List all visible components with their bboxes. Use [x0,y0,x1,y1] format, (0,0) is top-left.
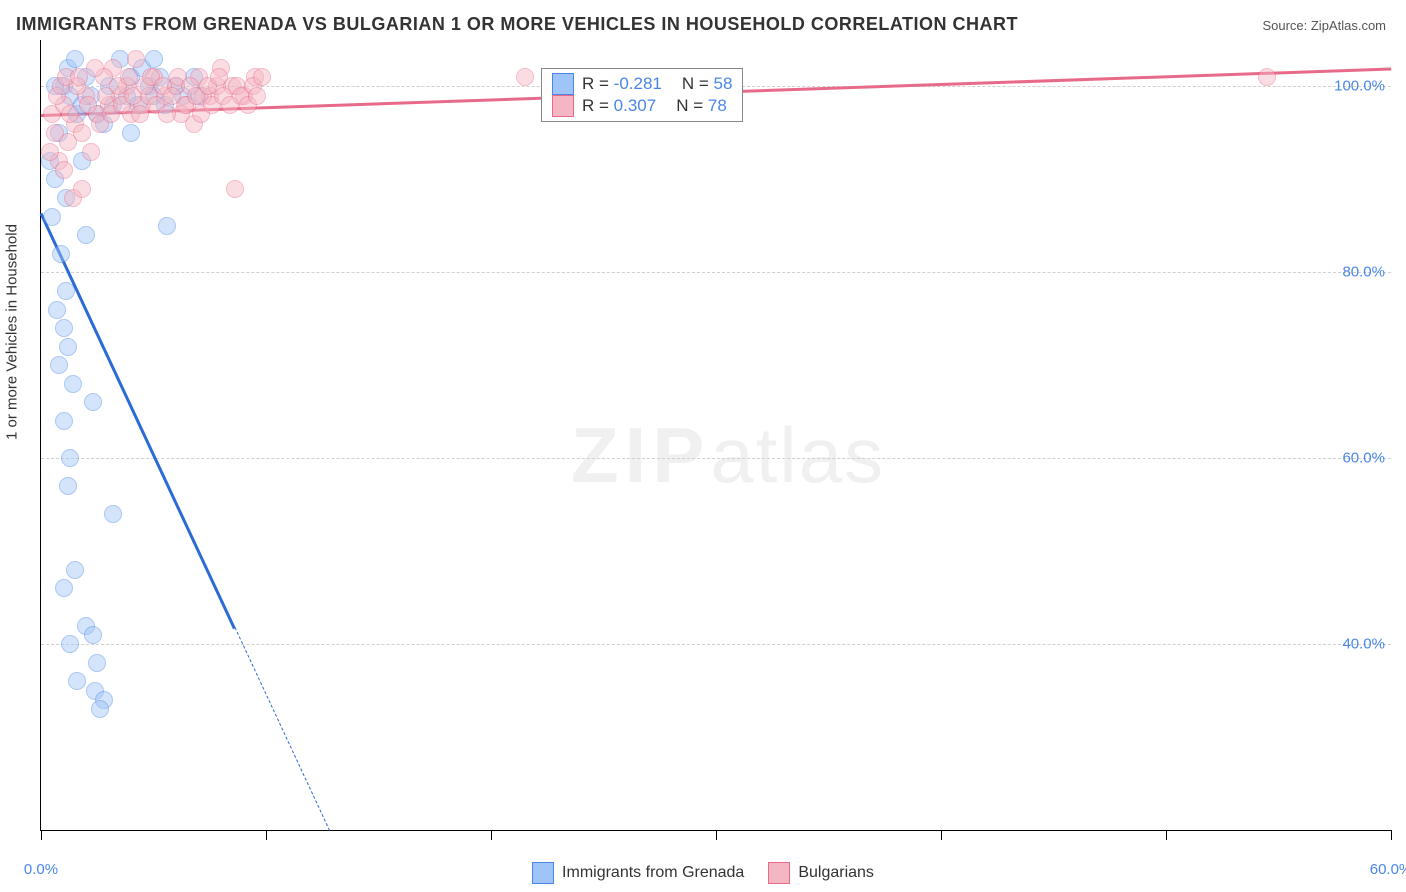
data-point [210,68,228,86]
swatch-series-b [768,862,790,884]
data-point [86,59,104,77]
data-point [158,217,176,235]
n-value: N = 78 [664,96,727,116]
data-point [145,50,163,68]
x-tick [941,830,942,840]
x-tick [1391,830,1392,840]
data-point [66,50,84,68]
source-attribution: Source: ZipAtlas.com [1262,18,1386,33]
data-point [52,245,70,263]
legend-label-series-b: Bulgarians [798,864,874,882]
data-point [61,449,79,467]
data-point [55,319,73,337]
data-point [55,579,73,597]
r-value: R = -0.281 [582,74,662,94]
watermark-bold: ZIP [571,411,710,499]
data-point [248,87,266,105]
data-point [77,226,95,244]
x-tick [491,830,492,840]
data-point [84,393,102,411]
legend-item-series-a: Immigrants from Grenada [532,862,744,884]
data-point [59,338,77,356]
legend-label-series-a: Immigrants from Grenada [562,864,744,882]
data-point [46,124,64,142]
stats-swatch [552,73,574,95]
data-point [226,180,244,198]
data-point [41,143,59,161]
data-point [66,561,84,579]
data-point [68,672,86,690]
x-tick [41,830,42,840]
stats-legend-row: R = -0.281 N = 58 [552,73,732,95]
chart-title: IMMIGRANTS FROM GRENADA VS BULGARIAN 1 O… [16,14,1018,35]
stats-legend-row: R = 0.307 N = 78 [552,95,732,117]
data-point [61,105,79,123]
data-point [82,143,100,161]
data-point [50,356,68,374]
legend-item-series-b: Bulgarians [768,862,874,884]
y-axis-title: 1 or more Vehicles in Household [4,224,21,440]
plot-area: ZIPatlas 40.0%60.0%80.0%100.0%0.0%60.0%R… [40,40,1391,831]
data-point [104,505,122,523]
data-point [253,68,271,86]
watermark: ZIPatlas [571,410,885,501]
data-point [59,477,77,495]
data-point [79,96,97,114]
data-point [55,161,73,179]
data-point [70,68,88,86]
swatch-series-a [532,862,554,884]
y-tick-label: 40.0% [1342,636,1385,653]
x-tick [1166,830,1167,840]
y-tick-label: 100.0% [1334,78,1385,95]
gridline-h [41,458,1391,459]
watermark-light: atlas [710,411,885,499]
data-point [55,412,73,430]
n-value: N = 58 [670,74,733,94]
data-point [43,208,61,226]
data-point [158,105,176,123]
data-point [73,180,91,198]
data-point [73,124,91,142]
data-point [516,68,534,86]
trend-line [234,627,329,830]
x-tick [716,830,717,840]
data-point [48,301,66,319]
r-value: R = 0.307 [582,96,656,116]
data-point [127,50,145,68]
data-point [61,635,79,653]
y-tick-label: 60.0% [1342,450,1385,467]
data-point [64,375,82,393]
stats-swatch [552,95,574,117]
x-tick [266,830,267,840]
data-point [122,124,140,142]
data-point [57,282,75,300]
stats-legend: R = -0.281 N = 58 R = 0.307 N = 78 [541,68,743,122]
data-point [1258,68,1276,86]
data-point [84,626,102,644]
data-point [88,654,106,672]
y-tick-label: 80.0% [1342,264,1385,281]
bottom-legend: Immigrants from Grenada Bulgarians [0,862,1406,884]
data-point [91,700,109,718]
gridline-h [41,272,1391,273]
